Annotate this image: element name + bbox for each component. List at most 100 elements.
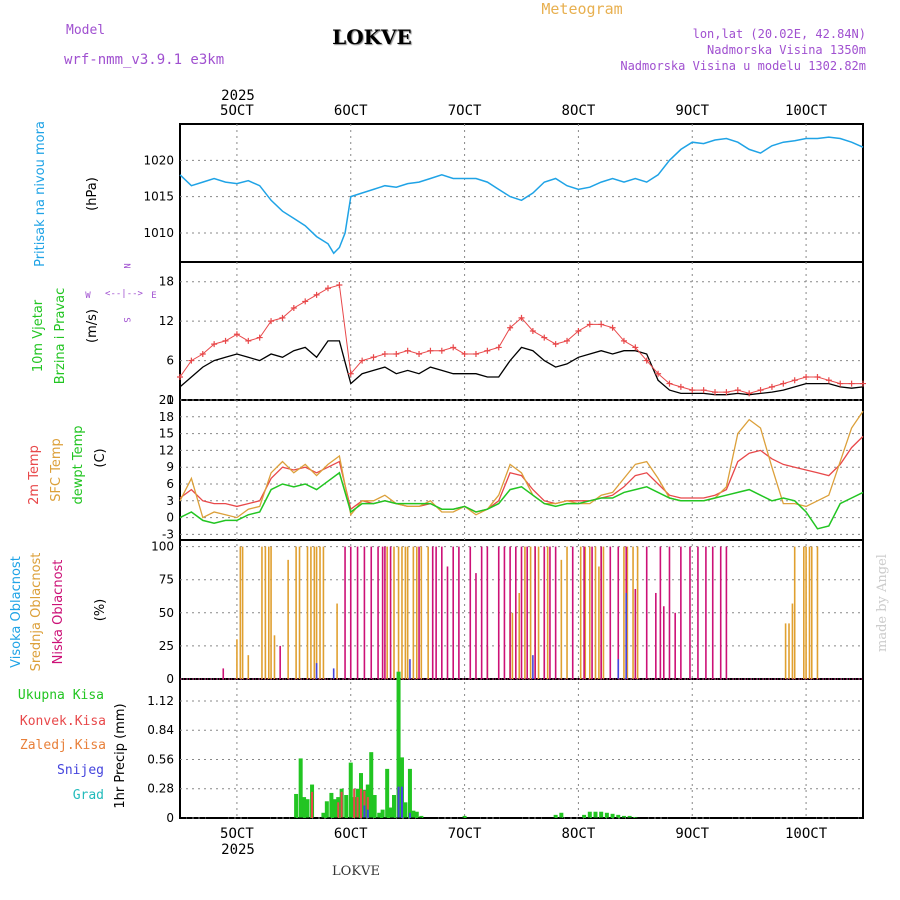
wind-gust-marker [313,291,320,298]
station-title: LOKVE [332,25,412,49]
precip-bar [553,814,558,818]
wind-gust-marker [336,282,343,288]
value-tick-label: 0 [166,672,174,686]
time-tick-label-bottom: 10OCT [785,826,828,842]
wind-gust-marker [393,351,400,357]
legend-ukupna: Ukupna Kisa [18,688,104,703]
precip-bar [324,801,329,818]
wind-gust-marker [541,334,548,341]
wind-gust-marker [655,370,662,377]
value-tick-label: 1.12 [147,694,174,708]
pressure-series-line [179,136,864,255]
precip-bar [582,814,587,818]
wind-gust-marker [416,351,423,357]
precip-bar [356,797,359,818]
value-tick-label: 12 [159,314,174,328]
wind-gust-marker [222,337,229,344]
cloud-yunit: (%) [93,599,108,622]
value-tick-label: 0.84 [147,723,174,737]
value-tick-label: 18 [159,410,174,424]
wind-gust-marker [427,347,434,354]
wind-gust-marker [620,337,627,344]
wind-gust-marker [461,351,468,357]
pressure-yunit: (hPa) [85,177,100,211]
wind-gust-marker [780,380,787,387]
pressure-ytitle: Pritisak na nivou mora [33,121,48,267]
value-tick-label: 9 [166,460,174,474]
wind-ytitle-2: Brzina i Pravac [53,288,68,385]
wind-gust-marker [586,321,593,328]
wind-ytitle-1: 10m Vjetar [31,299,46,372]
wind-gust-marker [256,334,263,341]
precip-bar [311,791,314,818]
wind-gust-marker [290,305,297,311]
grid-layer [180,124,863,819]
wind-gust-marker [666,380,673,387]
precip-bar [369,752,374,818]
compass-e: E [151,291,156,301]
wind-gust-marker [302,298,309,305]
wind-gust-marker [825,377,832,384]
wind-gust-marker [404,347,411,354]
wind-gust-marker [848,380,855,387]
wind-gust-marker [689,387,696,394]
precip-bar [344,795,349,818]
precip-bar [627,815,632,818]
legend-konvek: Konvek.Kisa [20,714,106,729]
time-tick-label-bottom: 8OCT [562,826,596,842]
precip-panel [179,678,864,819]
cloud-ytitle-3: Niska Oblacnost [51,560,66,665]
value-tick-label: 21 [159,393,174,407]
wind-gust-marker [803,374,810,380]
precip-bar [400,786,403,818]
precip-bar [392,795,397,818]
precip-bar [380,809,385,818]
wind-gust-marker [188,357,195,364]
wind-gust-marker [575,328,582,334]
compass-n: N [121,263,131,268]
wind-gust-marker [860,380,866,387]
legend-grad: Grad [73,788,104,803]
precip-bar [298,758,303,818]
value-tick-label: 1020 [143,153,174,167]
cloud-ytitle-2: Srednja Oblacnost [29,553,44,672]
wind-yunit: (m/s) [85,309,100,343]
precip-bar [340,791,343,818]
wind-gust-marker [529,328,536,334]
precip-bar [559,812,564,818]
time-tick-label-bottom: 6OCT [334,826,368,842]
precip-bar [593,811,598,818]
wind-gust-marker [199,351,206,357]
wind-speed-line [179,340,864,396]
wind-gust-marker [324,285,331,292]
precip-ytitle: 1hr Precip (mm) [113,703,128,808]
footer-station: LOKVE [332,864,380,879]
precip-bar [396,671,401,818]
precip-bar [372,795,377,818]
data-layer [177,136,866,819]
precip-bar [414,811,419,818]
wind-gust-marker [757,387,764,394]
wind-gust-marker [484,347,491,354]
time-tick-label-bottom: 9OCT [675,826,709,842]
value-tick-label: 6 [166,354,174,368]
precip-bar [321,812,326,818]
wind-gust-marker [814,374,821,380]
wind-gust-marker [211,341,218,348]
wind-gust-marker [438,347,445,354]
temp-ytitle-1: 2m Temp [27,445,42,505]
value-tick-label: 0 [166,811,174,825]
wind-gust-marker [370,354,377,361]
precip-bar [633,816,638,818]
precip-bar [363,790,366,818]
wind-gust-marker [768,383,775,390]
value-tick-label: 18 [159,275,174,289]
precip-bar [407,768,412,818]
precip-bar [363,805,366,818]
wind-gust-marker [677,383,684,390]
precip-bar [408,812,411,818]
temp-dewpoint-line [179,471,864,530]
temp-sfc-line [179,410,864,519]
elevation-text: Nadmorska Visina 1350m [707,43,866,57]
time-tick-label-bottom: 5OCT [220,826,254,842]
